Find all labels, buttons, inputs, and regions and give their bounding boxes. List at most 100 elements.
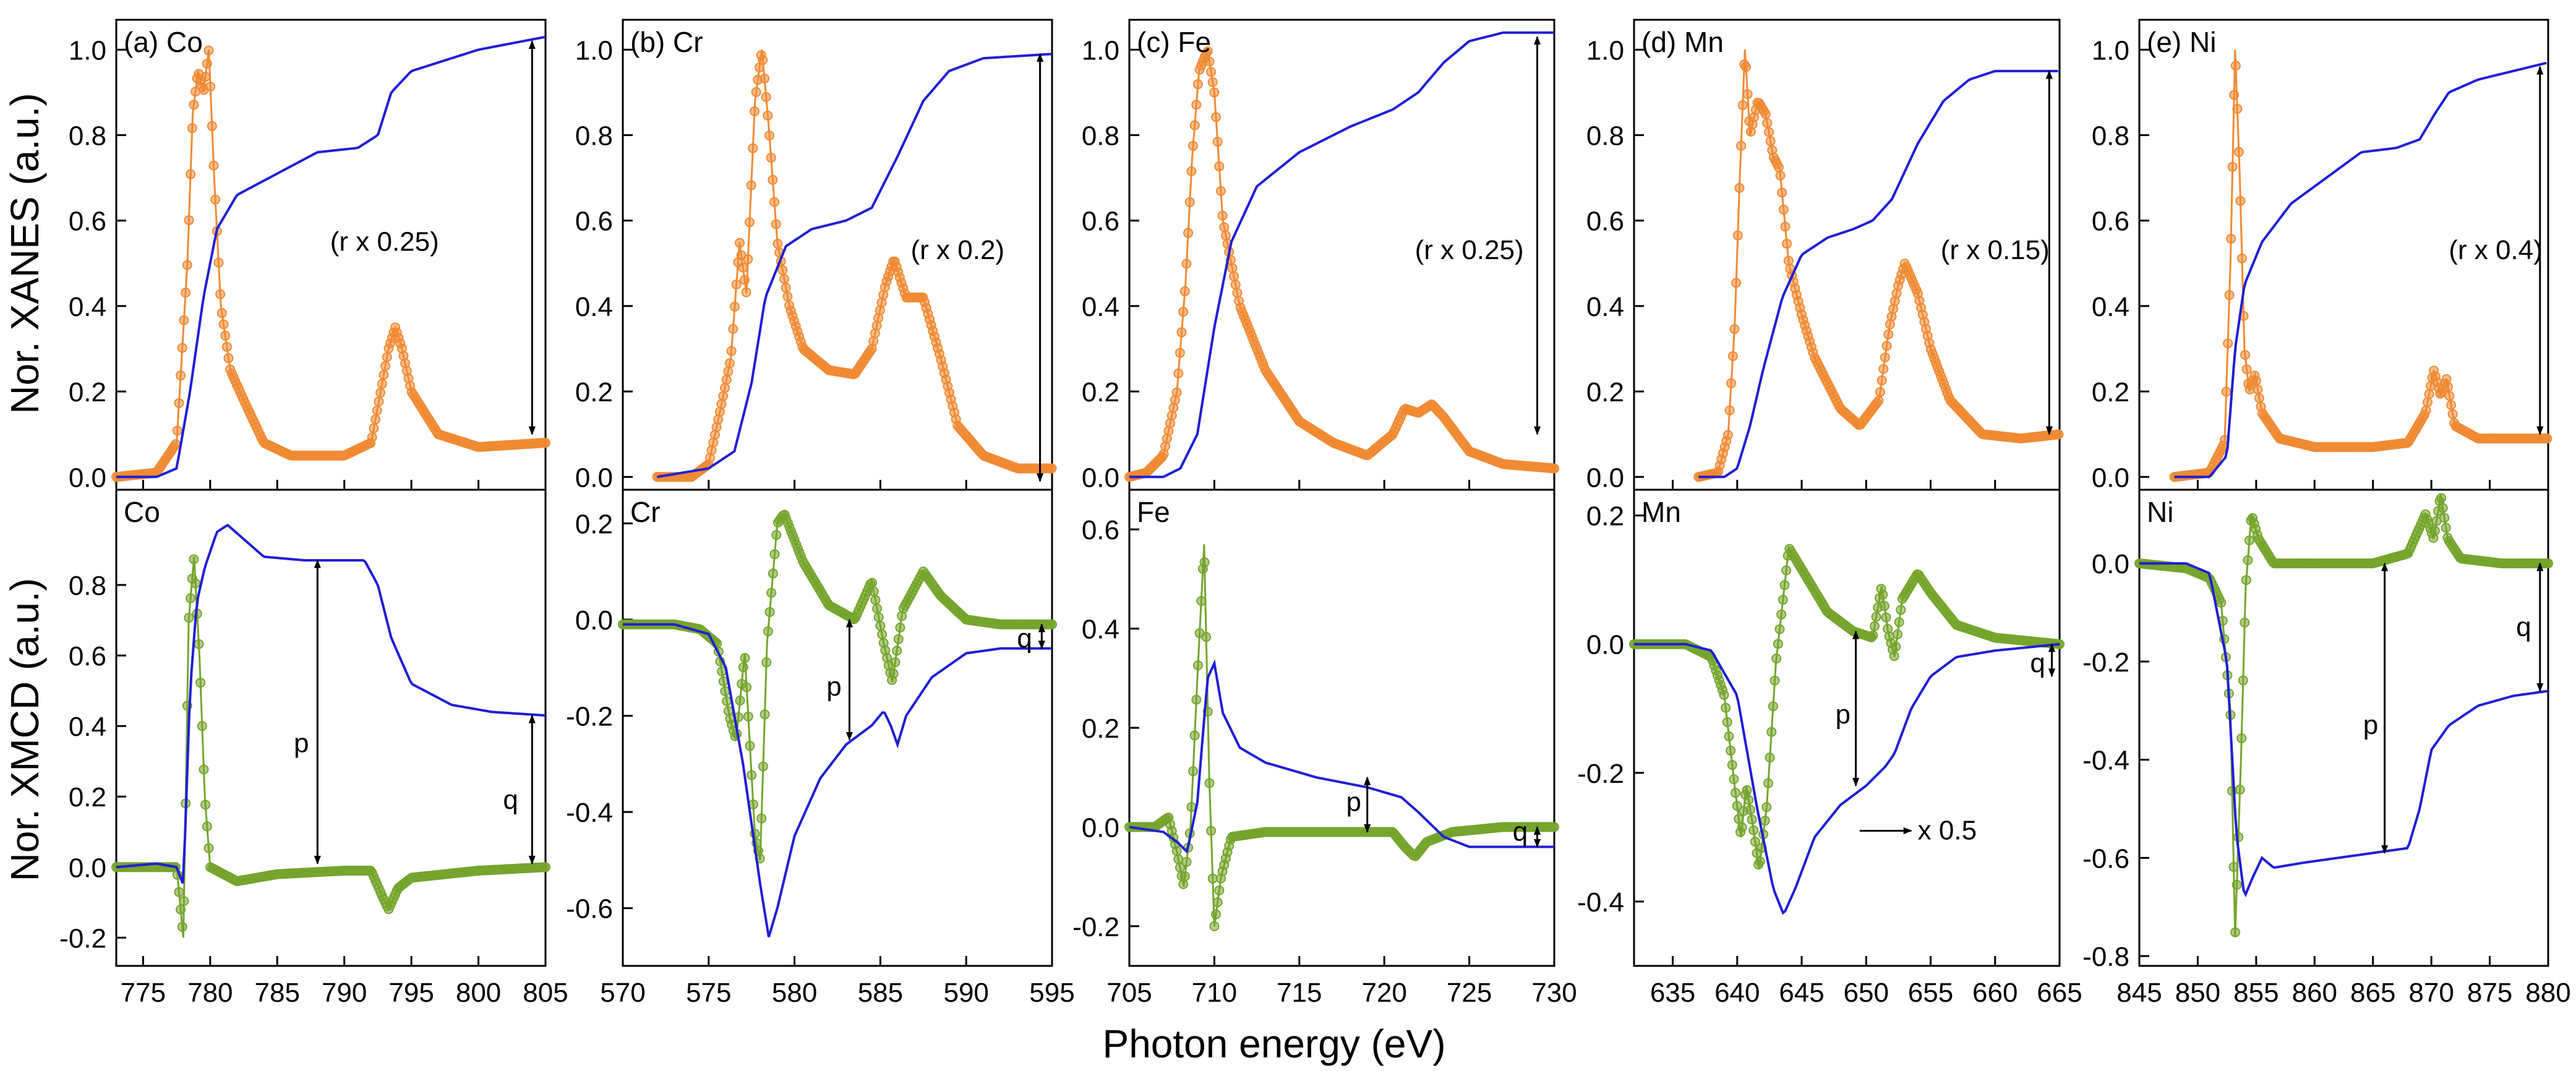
y-tick-label: 0.4 (575, 292, 613, 322)
xmcd-point (174, 887, 184, 897)
panel-label: (c) Fe (1137, 26, 1211, 58)
xanes-point (1780, 221, 1791, 232)
xanes-point (2226, 233, 2236, 244)
xanes-point (1207, 77, 1218, 87)
xanes-point (176, 370, 186, 381)
y-tick-label: -0.8 (2082, 942, 2129, 972)
x-axis-label: Photon energy (eV) (1103, 1022, 1446, 1066)
xanes-point (1227, 263, 1238, 273)
xanes-point (1232, 288, 1243, 298)
xmcd-point (735, 695, 745, 706)
xanes-point (370, 414, 381, 425)
xmcd-point (186, 593, 196, 604)
xmcd-point (2441, 523, 2451, 533)
xmcd-point (176, 904, 186, 915)
xmcd-point (1878, 589, 1888, 600)
x-tick-label: 805 (523, 978, 568, 1008)
y-tick-label: 0.2 (1082, 714, 1119, 744)
xmcd-point (179, 896, 189, 907)
xmcd-integral-line (2139, 562, 2549, 898)
xanes-point (205, 82, 216, 92)
xanes-point (380, 361, 391, 371)
y-tick-label: 0.2 (1586, 501, 1624, 532)
x-tick-label: 860 (2292, 978, 2337, 1008)
y-tick-label: 0.0 (1082, 463, 1119, 493)
panel-label: (e) Ni (2147, 26, 2216, 58)
xmcd-point (1774, 624, 1785, 634)
xanes-point (2240, 349, 2251, 360)
xanes-point (768, 174, 778, 185)
subplot-label: Cr (630, 496, 661, 528)
bottom-subplot-fe: -0.2 0.0 0.2 0.4 0.6 705 710 715 720 725 730 p q Fe (1072, 489, 1577, 1008)
plot-frame (2138, 489, 2549, 967)
y-tick-label: -0.6 (566, 894, 613, 924)
xmcd-point (2240, 617, 2250, 628)
y-tick-label: 0.2 (575, 509, 613, 539)
xanes-point (2422, 397, 2433, 407)
xmcd-point (2439, 513, 2450, 523)
xanes-point (763, 110, 773, 121)
y-tick-label: 0.0 (69, 853, 106, 883)
xanes-point (1192, 79, 1203, 90)
xanes-point (1726, 378, 1737, 388)
y-tick-label: 0.4 (1586, 292, 1624, 322)
xmcd-point (197, 721, 207, 732)
xmcd-point (766, 587, 777, 598)
xanes-point (1722, 430, 1733, 440)
xanes-point (215, 289, 226, 299)
xanes-point (2447, 409, 2458, 419)
y-tick-label: 0.4 (1082, 292, 1119, 322)
xanes-point (2235, 195, 2246, 206)
y-tick-label: 0.4 (2092, 292, 2129, 322)
panel-label: (b) Cr (630, 26, 703, 58)
xmcd-point (1726, 745, 1736, 756)
xanes-point (2053, 429, 2064, 440)
y-tick-label: 0.8 (69, 571, 106, 601)
y-tick-label: 0.0 (69, 463, 106, 493)
xanes-point (764, 130, 775, 141)
xmcd-point (200, 800, 211, 810)
xmcd-point (1773, 639, 1783, 649)
xanes-point (1727, 351, 1738, 361)
xanes-point (716, 399, 727, 409)
p-label: p (1346, 787, 1361, 817)
y-tick-label: -0.4 (1577, 887, 1624, 918)
xmcd-point (1778, 594, 1788, 605)
xanes-point (731, 279, 742, 290)
xanes-point (1046, 463, 1057, 474)
xanes-markers (1124, 46, 1559, 482)
x-tick-label: 785 (255, 978, 300, 1008)
xanes-point (766, 152, 776, 163)
xmcd-point (1212, 897, 1223, 908)
xmcd-point (177, 921, 187, 932)
y-tick-label: 1.0 (69, 35, 106, 66)
y-tick-label: 0.4 (69, 712, 106, 742)
top-subplot-fe: 0.0 0.2 0.4 0.6 0.8 1.0 (r x 0.25) (c) Fe (1082, 19, 1559, 493)
xanes-point (1782, 239, 1792, 249)
xanes-point (1549, 463, 1559, 474)
xmcd-point (2228, 862, 2239, 873)
y-tick-label: 1.0 (1586, 35, 1624, 66)
xmcd-point (1188, 766, 1199, 777)
xanes-point (1212, 137, 1223, 147)
y-tick-label: -0.2 (566, 702, 613, 732)
xanes-point (1783, 255, 1794, 266)
xanes-point (202, 58, 212, 69)
xmcd-point (722, 696, 732, 706)
bottom-subplot-co: -0.2 0.0 0.2 0.4 0.6 0.8 775 780 785 790 795 800 805… (59, 489, 568, 1008)
q-label: q (503, 785, 518, 815)
xanes-point (719, 383, 730, 393)
xanes-point (1878, 364, 1889, 374)
xanes-point (1777, 187, 1787, 198)
xanes-point (210, 194, 221, 205)
panel-cr: 0.00.20.40.60.81.0(r x 0.2)(b) Cr-0.6-0.… (566, 19, 1075, 1008)
panel-ni: 0.00.20.40.60.81.0(r x 0.4)(e) Ni-0.8-0.… (2082, 19, 2571, 1008)
xanes-point (1765, 136, 1776, 147)
xmcd-point (888, 668, 899, 679)
x-tick-label: 800 (456, 978, 501, 1008)
xanes-point (1881, 341, 1892, 351)
xanes-point (1214, 161, 1225, 172)
xmcd-point (873, 612, 884, 623)
scale-factor-label: (r x 0.25) (330, 226, 439, 257)
